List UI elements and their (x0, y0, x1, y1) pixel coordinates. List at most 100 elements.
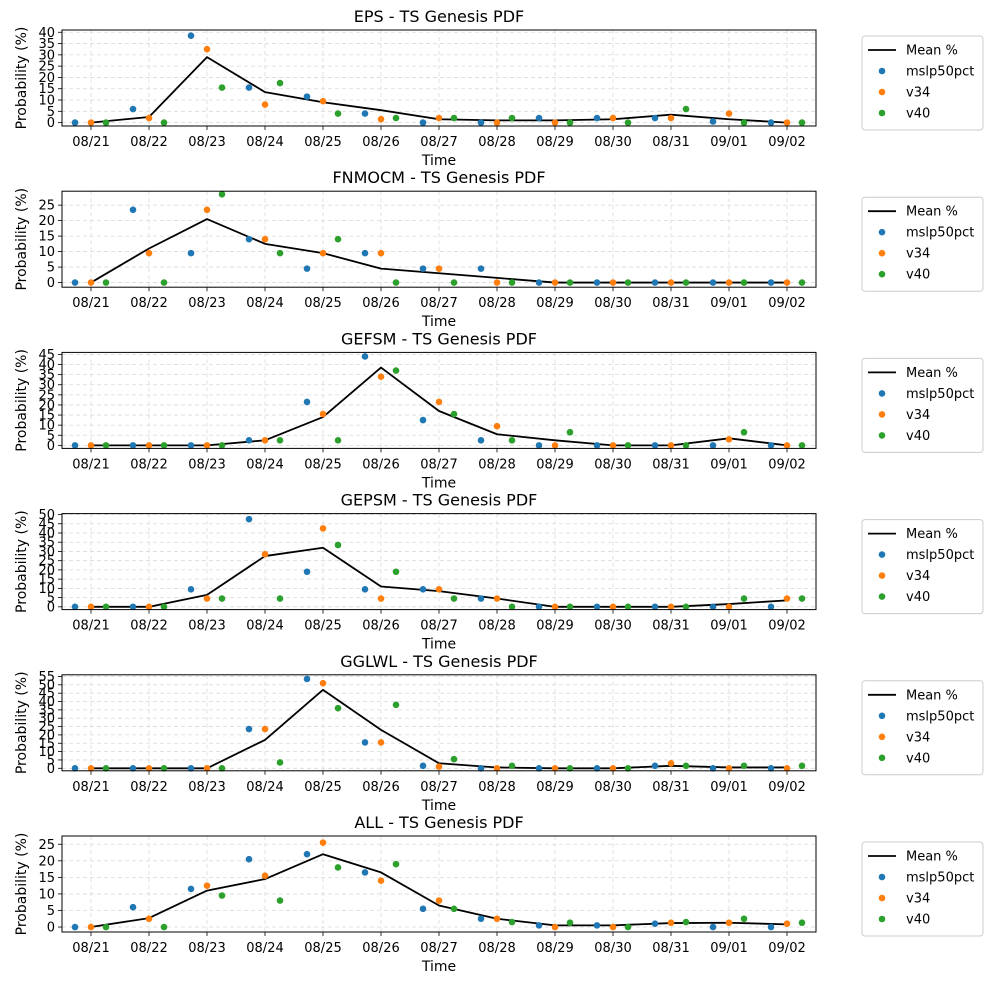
scatter-point-v34 (435, 398, 443, 406)
scatter-point-v34 (377, 595, 385, 602)
legend-label: v34 (906, 408, 930, 423)
scatter-point-v40 (218, 764, 226, 772)
scatter-point-v34 (725, 919, 733, 927)
x-tick-label: 09/02 (768, 780, 805, 795)
y-tick-label: 15 (38, 82, 55, 97)
panel-title: ALL - TS Genesis PDF (354, 813, 523, 832)
x-tick-label: 09/01 (710, 296, 747, 311)
scatter-point-mslp50pct (593, 764, 601, 772)
scatter-point-mslp50pct (129, 903, 137, 911)
y-tick-label: 45 (38, 517, 55, 532)
scatter-point-v34 (551, 764, 559, 772)
scatter-point-v40 (160, 442, 168, 449)
y-tick-label: 0 (47, 600, 55, 615)
y-tick-label: 30 (38, 48, 55, 63)
scatter-point-mslp50pct (419, 119, 427, 126)
legend: Mean % mslp50pct v34 v40 (861, 196, 984, 292)
scatter-point-v40 (624, 764, 632, 772)
scatter-point-v40 (566, 764, 574, 772)
legend: Mean % mslp50pct v34 v40 (861, 519, 984, 615)
scatter-point-v34 (87, 279, 95, 286)
scatter-point-v34 (87, 923, 95, 931)
x-axis-label: Time (421, 798, 456, 814)
x-tick-label: 08/22 (130, 457, 167, 472)
scatter-point-mslp50pct (651, 920, 659, 928)
legend-marker-swatch (878, 432, 886, 439)
scatter-point-v34 (319, 525, 327, 532)
y-tick-label: 20 (38, 398, 55, 413)
scatter-point-v34 (319, 410, 327, 418)
scatter-point-mslp50pct (767, 442, 775, 449)
y-tick-label: 55 (38, 670, 55, 685)
scatter-point-v34 (667, 603, 675, 611)
x-tick-label: 08/25 (304, 457, 341, 472)
scatter-point-mslp50pct (709, 279, 717, 286)
legend-marker-swatch (878, 390, 886, 397)
scatter-point-v34 (667, 919, 675, 927)
scatter-point-v40 (160, 279, 168, 286)
x-tick-label: 08/26 (362, 457, 399, 472)
legend-marker-swatch (878, 67, 886, 75)
scatter-point-mslp50pct (651, 442, 659, 449)
scatter-point-v40 (508, 114, 516, 122)
legend-label: v40 (906, 429, 930, 444)
x-tick-label: 08/28 (478, 780, 515, 795)
scatter-point-v40 (334, 864, 342, 871)
scatter-point-v40 (740, 915, 748, 923)
scatter-point-v40 (450, 595, 458, 602)
legend-frame (861, 519, 984, 615)
y-tick-label: 20 (38, 854, 55, 869)
y-tick-label: 35 (38, 368, 55, 383)
scatter-point-v34 (783, 119, 791, 126)
x-tick-label: 08/29 (536, 457, 573, 472)
scatter-point-mslp50pct (767, 279, 775, 286)
scatter-point-v40 (160, 119, 168, 126)
scatter-point-v34 (783, 920, 791, 928)
scatter-point-v40 (218, 892, 226, 899)
scatter-point-v40 (276, 759, 284, 766)
axes-frame (61, 190, 817, 288)
scatter-point-v40 (392, 568, 400, 576)
panel-title: GGLWL - TS Genesis PDF (340, 652, 538, 671)
scatter-point-v34 (725, 279, 733, 286)
y-tick-label: 45 (38, 348, 55, 363)
x-tick-label: 08/22 (130, 135, 167, 150)
x-tick-label: 08/30 (594, 457, 631, 472)
y-tick-label: 30 (38, 545, 55, 560)
scatter-point-mslp50pct (709, 118, 717, 125)
scatter-point-v40 (682, 603, 690, 611)
y-tick-label: 25 (38, 554, 55, 569)
y-tick-label: 25 (38, 388, 55, 403)
scatter-point-v40 (276, 249, 284, 257)
scatter-point-mslp50pct (245, 437, 253, 444)
scatter-point-v40 (160, 764, 168, 772)
scatter-point-mslp50pct (245, 855, 253, 863)
x-axis-label: Time (421, 314, 456, 330)
panel-4: GGLWL - TS Genesis PDF 051015202530354045… (14, 652, 984, 814)
scatter-point-mslp50pct (129, 105, 137, 113)
legend-label: mslp50pct (906, 65, 974, 80)
x-tick-label: 09/01 (710, 619, 747, 634)
panel-title: GEFSM - TS Genesis PDF (341, 329, 537, 348)
scatter-point-v40 (102, 442, 110, 449)
y-tick-label: 5 (47, 591, 55, 606)
legend-label: Mean % (906, 44, 958, 59)
panel-3: GEPSM - TS Genesis PDF 051015202530354045… (14, 491, 984, 653)
scatter-point-v34 (435, 585, 443, 593)
panel-title: EPS - TS Genesis PDF (354, 7, 524, 26)
x-tick-label: 08/24 (246, 941, 283, 956)
y-tick-label: 15 (38, 230, 55, 245)
scatter-point-v40 (624, 442, 632, 449)
scatter-point-v40 (218, 595, 226, 602)
scatter-point-v40 (102, 923, 110, 931)
scatter-point-mslp50pct (361, 585, 369, 593)
x-tick-label: 08/25 (304, 619, 341, 634)
scatter-point-v40 (624, 603, 632, 611)
x-tick-label: 08/27 (420, 941, 457, 956)
scatter-point-v34 (435, 897, 443, 904)
scatter-point-v34 (551, 603, 559, 611)
scatter-point-v34 (145, 764, 153, 772)
scatter-point-v40 (334, 704, 342, 712)
scatter-point-v34 (725, 436, 733, 443)
x-tick-label: 08/22 (130, 941, 167, 956)
